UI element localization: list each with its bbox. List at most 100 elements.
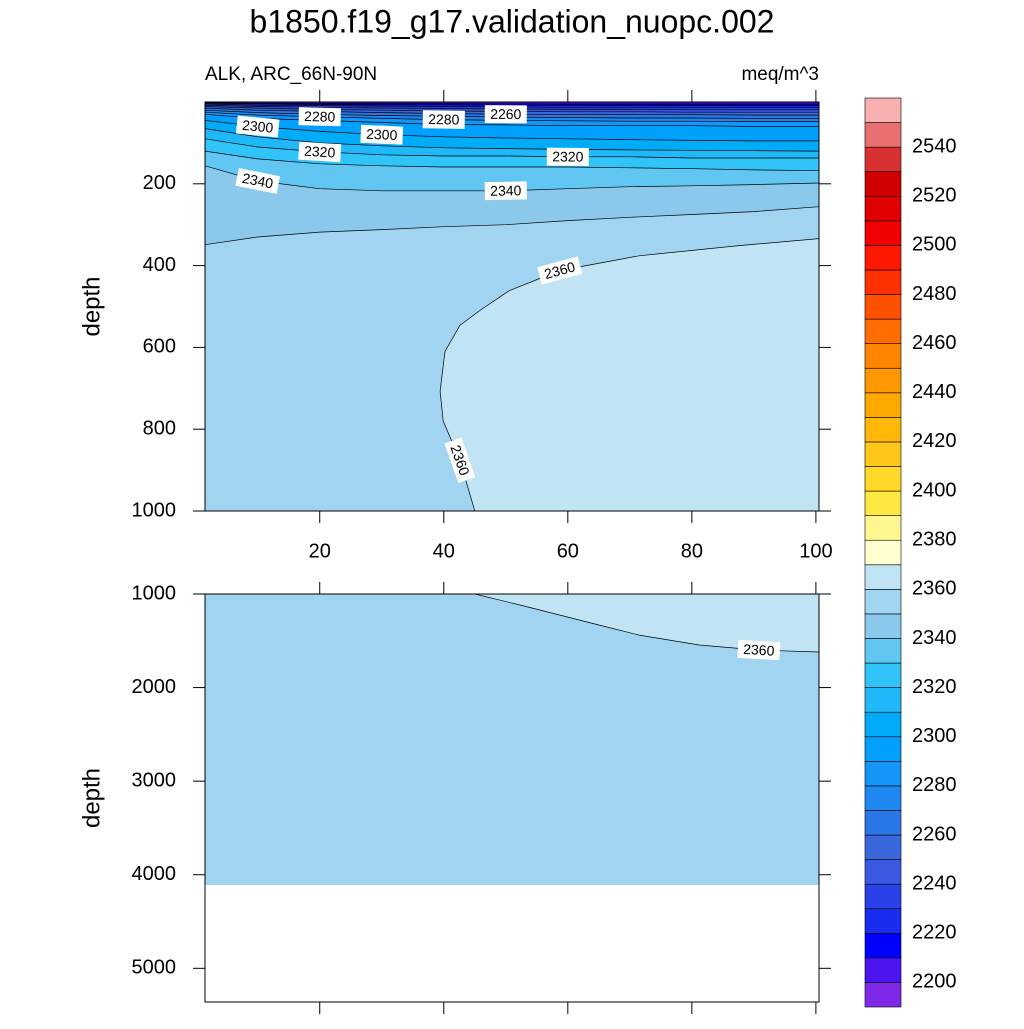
contour-label-box — [235, 115, 280, 138]
y-tick-label: 600 — [143, 336, 176, 358]
colorbar-box — [864, 392, 902, 418]
contour-label-box — [737, 639, 781, 661]
colorbar-box — [864, 269, 902, 295]
contour-label: 2340 — [484, 181, 527, 201]
contour-label: 2300 — [235, 115, 280, 138]
contour-label: 2360 — [537, 256, 583, 285]
colorbar-box — [864, 318, 902, 344]
colorbar-box — [864, 220, 902, 246]
colorbar-label: 2200 — [912, 971, 957, 993]
colorbar-box — [864, 957, 902, 983]
colorbar-box — [864, 638, 902, 664]
colorbar-box — [864, 539, 902, 566]
contour-line — [205, 150, 819, 172]
contour-label-box — [360, 124, 404, 145]
contour-label-text: 2360 — [743, 641, 775, 659]
contour-label-text: 2280 — [304, 108, 336, 125]
colorbar-box — [864, 195, 902, 222]
y-axis-label: depth — [78, 768, 105, 828]
x-tick-label: 20 — [309, 540, 331, 562]
contour-label-text: 2320 — [552, 148, 583, 164]
contour-label: 2280 — [298, 107, 341, 127]
colorbar-box — [864, 146, 902, 173]
colorbar-label: 2260 — [912, 823, 957, 845]
colorbar-label: 2480 — [912, 283, 957, 305]
contour-fill — [440, 238, 819, 511]
contour-label-box — [546, 147, 589, 166]
contour-line — [205, 128, 819, 152]
contour-line — [205, 206, 819, 246]
contour-line — [205, 120, 819, 142]
contour-label-box — [235, 168, 281, 194]
colorbar-box — [864, 466, 902, 492]
contour-label: 2320 — [298, 141, 342, 163]
contour-label: 2260 — [484, 105, 527, 124]
contour-label-text: 2360 — [543, 258, 577, 282]
y-tick-label: 400 — [143, 254, 176, 276]
contour-label-box — [484, 105, 527, 124]
contour-label: 2360 — [737, 639, 781, 661]
colorbar-box — [864, 711, 902, 738]
colorbar-box — [864, 490, 902, 516]
contour-label-box — [444, 437, 476, 484]
plot-frame — [204, 101, 820, 512]
contour-label: 2340 — [235, 168, 281, 194]
colorbar-box — [864, 515, 902, 541]
contour-label: 2280 — [422, 110, 465, 129]
contour-label: 2320 — [546, 147, 589, 166]
y-tick-label: 3000 — [132, 769, 177, 791]
contour-label-box — [298, 141, 342, 163]
colorbar-box — [864, 736, 902, 762]
colorbar-label: 2420 — [912, 430, 957, 452]
contour-fill — [474, 594, 819, 653]
y-tick-label: 1000 — [132, 499, 177, 521]
colorbar-box — [864, 662, 902, 688]
contour-label-box — [298, 107, 341, 127]
colorbar-label: 2300 — [912, 725, 957, 747]
colorbar-label: 2460 — [912, 332, 957, 354]
colorbar-box — [864, 908, 902, 934]
colorbar-box — [864, 564, 902, 590]
colorbar-label: 2540 — [912, 135, 957, 157]
y-tick-label: 1000 — [132, 582, 177, 604]
y-tick-label: 800 — [143, 417, 176, 439]
x-tick-label: 80 — [681, 540, 703, 562]
colorbar-box — [864, 294, 902, 320]
contour-label-text: 2340 — [490, 182, 522, 199]
colorbar-box — [864, 171, 902, 197]
y-tick-label: 5000 — [132, 957, 177, 979]
x-tick-label: 60 — [557, 540, 579, 562]
colorbar-label: 2500 — [912, 234, 957, 256]
subtitle-left: ALK, ARC_66N-90N — [205, 64, 377, 85]
x-tick-label: 40 — [433, 540, 455, 562]
colorbar-box — [864, 859, 902, 885]
chart-title: b1850.f19_g17.validation_nuopc.002 — [250, 3, 775, 39]
colorbar-box — [864, 761, 902, 787]
contour-label-box — [484, 181, 527, 201]
y-axis-label: depth — [78, 276, 105, 336]
colorbar-label: 2520 — [912, 185, 957, 207]
colorbar-box — [864, 367, 902, 394]
contour-line — [439, 238, 819, 511]
colorbar-box — [864, 441, 902, 467]
colorbar-box — [864, 589, 902, 615]
colorbar-label: 2360 — [912, 578, 957, 600]
colorbar-label: 2280 — [912, 774, 957, 796]
colorbar-label: 2220 — [912, 922, 957, 944]
colorbar-box — [864, 982, 902, 1008]
colorbar-label: 2340 — [912, 627, 957, 649]
colorbar-box — [864, 785, 902, 811]
contour-label-text: 2260 — [490, 106, 521, 122]
colorbar-box — [864, 417, 902, 443]
colorbar-box — [864, 932, 902, 959]
y-tick-label: 200 — [143, 172, 176, 194]
colorbar-box — [864, 613, 902, 639]
plot-frame — [204, 593, 820, 1003]
subtitle-right: meq/m^3 — [741, 64, 819, 85]
colorbar-label: 2320 — [912, 676, 957, 698]
colorbar-box — [864, 245, 902, 271]
contour-label-box — [537, 256, 583, 285]
colorbar-label: 2240 — [912, 872, 957, 894]
